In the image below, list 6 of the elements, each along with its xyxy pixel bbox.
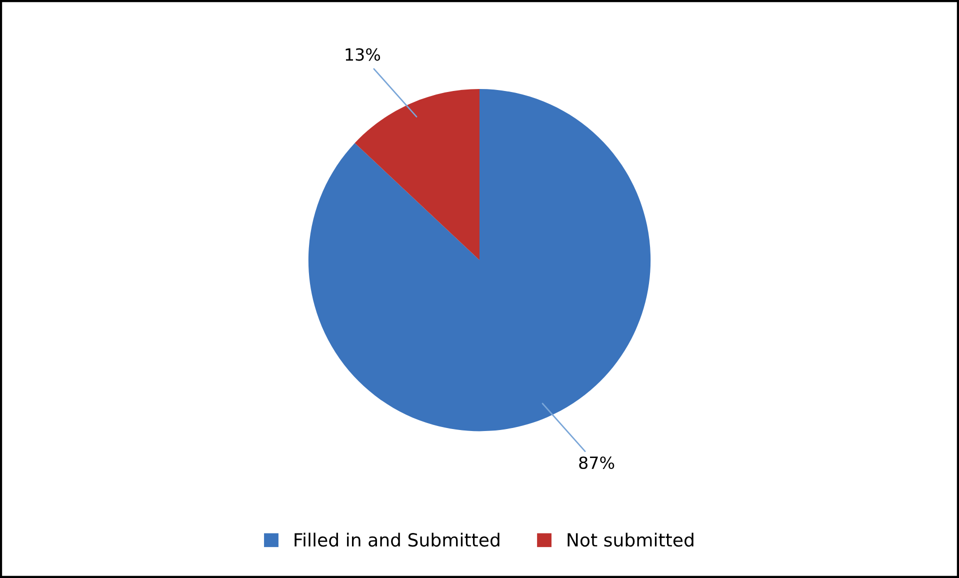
data-label: 13% [346, 48, 380, 61]
legend-label: Filled in and Submitted [294, 532, 500, 547]
data-label: 87% [579, 456, 614, 470]
pie-slice [308, 89, 651, 432]
legend-label: Not submitted [568, 532, 694, 547]
pie-slice [354, 89, 480, 260]
